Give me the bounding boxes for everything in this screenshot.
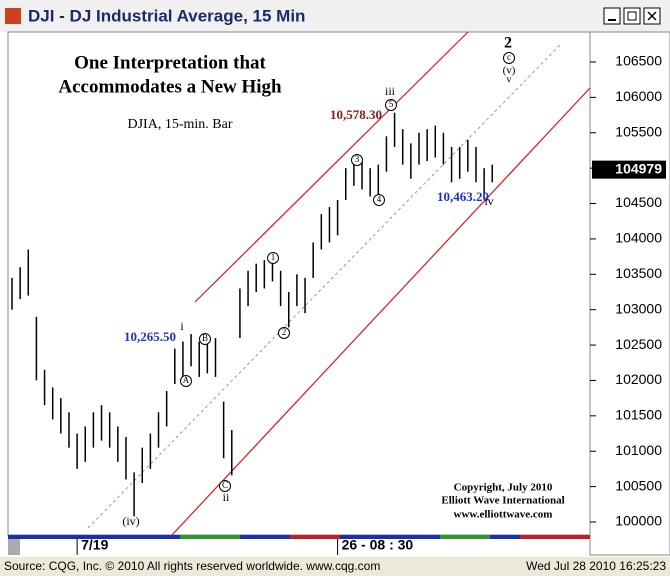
session-strip bbox=[520, 535, 590, 539]
price-label: 10,463.20 bbox=[437, 189, 489, 204]
wave-label: ii bbox=[223, 490, 230, 504]
y-tick-label: 101500 bbox=[615, 407, 662, 423]
wave-label: iv bbox=[484, 194, 493, 208]
y-tick-label: 103000 bbox=[615, 300, 662, 316]
session-strip bbox=[290, 535, 340, 539]
y-tick-label: 103500 bbox=[615, 265, 662, 281]
session-strip bbox=[440, 535, 490, 539]
y-tick-label: 106000 bbox=[615, 88, 662, 104]
window-controls[interactable] bbox=[603, 7, 661, 25]
wave-label: v bbox=[507, 74, 512, 85]
session-strip bbox=[180, 535, 240, 539]
y-tick-label: 101000 bbox=[615, 442, 662, 458]
app-icon bbox=[5, 8, 21, 24]
wave-label: i bbox=[180, 319, 184, 333]
price-label: 10,265.50 bbox=[124, 329, 176, 344]
last-price: 104979 bbox=[615, 160, 662, 176]
copyright: Copyright, July 2010 bbox=[454, 482, 553, 494]
wave-label: iii bbox=[385, 84, 396, 98]
copyright: Elliott Wave International bbox=[441, 495, 564, 507]
copyright: www.elliottwave.com bbox=[454, 509, 553, 521]
status-bar bbox=[0, 557, 670, 576]
y-tick-label: 105500 bbox=[615, 123, 662, 139]
headline: Accommodates a New High bbox=[58, 76, 282, 97]
title-bar bbox=[0, 0, 670, 32]
price-axis bbox=[589, 31, 670, 556]
channel-mid bbox=[87, 44, 561, 529]
subtitle: DJIA, 15-min. Bar bbox=[128, 117, 233, 132]
y-tick-label: 102500 bbox=[615, 336, 662, 352]
last-price-box bbox=[592, 160, 666, 179]
y-tick-label: 106500 bbox=[615, 53, 662, 69]
wave-label: 2 bbox=[504, 35, 512, 52]
wave-label: 4 bbox=[377, 194, 382, 204]
scroll-handle[interactable] bbox=[8, 539, 20, 555]
y-tick-label: 102000 bbox=[615, 371, 662, 387]
plot-area bbox=[7, 31, 591, 536]
annotations: One Interpretation that Accommodates a N… bbox=[58, 35, 564, 528]
status-time: Wed Jul 28 2010 16:25:23 bbox=[526, 559, 666, 573]
y-tick-label: 104000 bbox=[615, 230, 662, 246]
price-bars bbox=[11, 112, 494, 517]
y-tick-label: 100500 bbox=[615, 477, 662, 493]
window-title: DJI - DJ Industrial Average, 15 Min bbox=[28, 6, 305, 25]
wave-label: (iv) bbox=[122, 514, 139, 528]
x-tick-label: 26 - 08 : 30 bbox=[342, 537, 414, 553]
wave-label: B bbox=[202, 333, 208, 343]
channel-upper bbox=[194, 31, 469, 303]
wave-label: 3 bbox=[355, 154, 360, 164]
wave-label: A bbox=[183, 375, 190, 385]
y-tick-label: 100000 bbox=[615, 513, 662, 529]
y-tick-label: 104500 bbox=[615, 194, 662, 210]
price-label: 10,578.30 bbox=[330, 107, 382, 122]
wave-label: 2 bbox=[282, 327, 287, 337]
status-source: Source: CQG, Inc. © 2010 All rights rese… bbox=[4, 559, 380, 573]
wave-label: 1 bbox=[271, 252, 276, 262]
wave-label: 5 bbox=[389, 99, 394, 109]
headline: One Interpretation that bbox=[74, 52, 266, 73]
channel-lower bbox=[171, 87, 591, 536]
x-tick-label: 7/19 bbox=[81, 537, 108, 553]
wave-label: (v) bbox=[503, 65, 516, 77]
wave-label: c bbox=[507, 52, 511, 62]
wave-label: C bbox=[222, 480, 228, 490]
